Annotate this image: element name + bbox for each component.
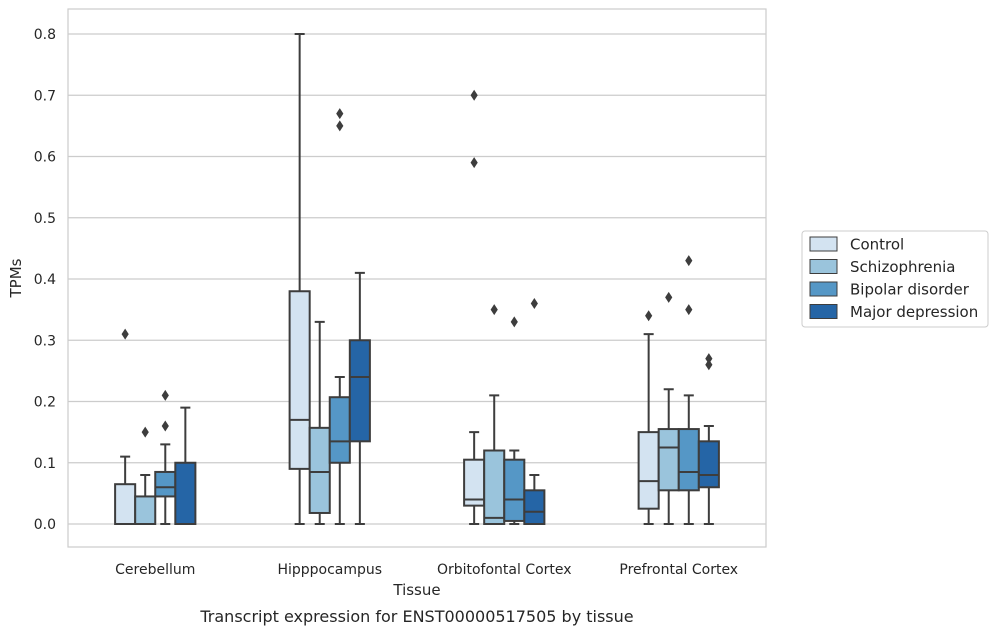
outlier-point [161,420,169,432]
box [677,255,700,525]
outlier-point [470,89,478,101]
x-tick-label: Hipppocampus [277,562,382,578]
box-body [288,290,311,470]
x-tick-label: Prefrontal Cortex [619,562,738,578]
box-body [503,458,526,522]
legend-swatch [809,281,838,297]
box-series [114,33,720,525]
box-body [523,489,546,525]
box [463,89,486,525]
legend-swatch [809,236,838,252]
box [637,310,660,525]
y-tick-label: 0.6 [34,150,56,166]
series-control [114,33,660,525]
box [308,320,331,525]
y-tick-label: 0.7 [34,88,56,104]
box [154,389,177,525]
box-body [308,426,331,514]
y-tick-label: 0.5 [34,211,56,227]
series-bipolar-disorder [154,108,700,525]
box-body [328,396,351,464]
y-axis-ticks: 0.0 0.1 0.2 0.3 0.4 0.5 0.6 0.7 0.8 [34,27,56,533]
outlier-point [530,298,538,309]
box-body [483,449,506,525]
x-axis-label: Tissue [392,581,440,599]
outlier-point [470,157,478,169]
outlier-point [336,108,344,120]
outlier-point [685,255,693,267]
box-body [154,470,177,498]
y-tick-label: 0.0 [34,517,56,533]
legend: Control Schizophrenia Bipolar disorder Majo… [801,230,989,328]
box-body [114,483,137,525]
outlier-point [490,304,498,316]
box [657,291,680,525]
legend-swatch [809,304,838,319]
outlier-point [121,328,129,340]
box [114,328,137,525]
y-tick-label: 0.2 [34,395,56,411]
y-axis-label: TPMs [7,258,25,298]
box-body [174,461,197,525]
box-body [677,428,700,492]
x-axis-ticks: Cerebellum Hipppocampus Orbitofontal Corte… [115,562,738,578]
legend-label: Control [850,236,904,254]
outlier-point [141,426,149,438]
legend-frame [801,230,989,328]
x-tick-label: Cerebellum [115,562,195,578]
y-tick-label: 0.3 [34,333,56,349]
series-major-depression [174,271,720,525]
plot-area-frame [67,8,767,548]
box [328,108,351,525]
box-body [637,431,660,510]
outlier-point [705,353,713,365]
outlier-point [645,310,653,322]
outlier-point [665,291,673,303]
outlier-point [685,304,693,316]
legend-label: Schizophrenia [850,258,955,276]
outlier-point [161,389,169,401]
legend-label: Major depression [850,303,978,321]
box [523,298,546,525]
box [503,316,526,525]
y-tick-label: 0.4 [34,272,56,288]
box [174,406,197,525]
legend-label: Bipolar disorder [850,281,970,299]
series-schizophrenia [134,291,680,525]
outlier-point [705,359,713,371]
box [697,353,720,525]
box [288,33,311,525]
x-tick-label: Orbitofontal Cortex [437,562,572,578]
chart-caption: Transcript expression for ENST0000051750… [199,607,633,626]
box-body [657,428,680,492]
box-body [134,495,157,525]
y-tick-label: 0.8 [34,27,56,43]
outlier-point [510,316,518,328]
box [348,271,371,525]
box [483,304,506,525]
legend-swatch [809,259,838,274]
box [134,426,157,525]
box-body [348,339,371,443]
y-tick-label: 0.1 [34,456,56,472]
box-body [697,440,720,489]
outlier-point [336,120,344,132]
